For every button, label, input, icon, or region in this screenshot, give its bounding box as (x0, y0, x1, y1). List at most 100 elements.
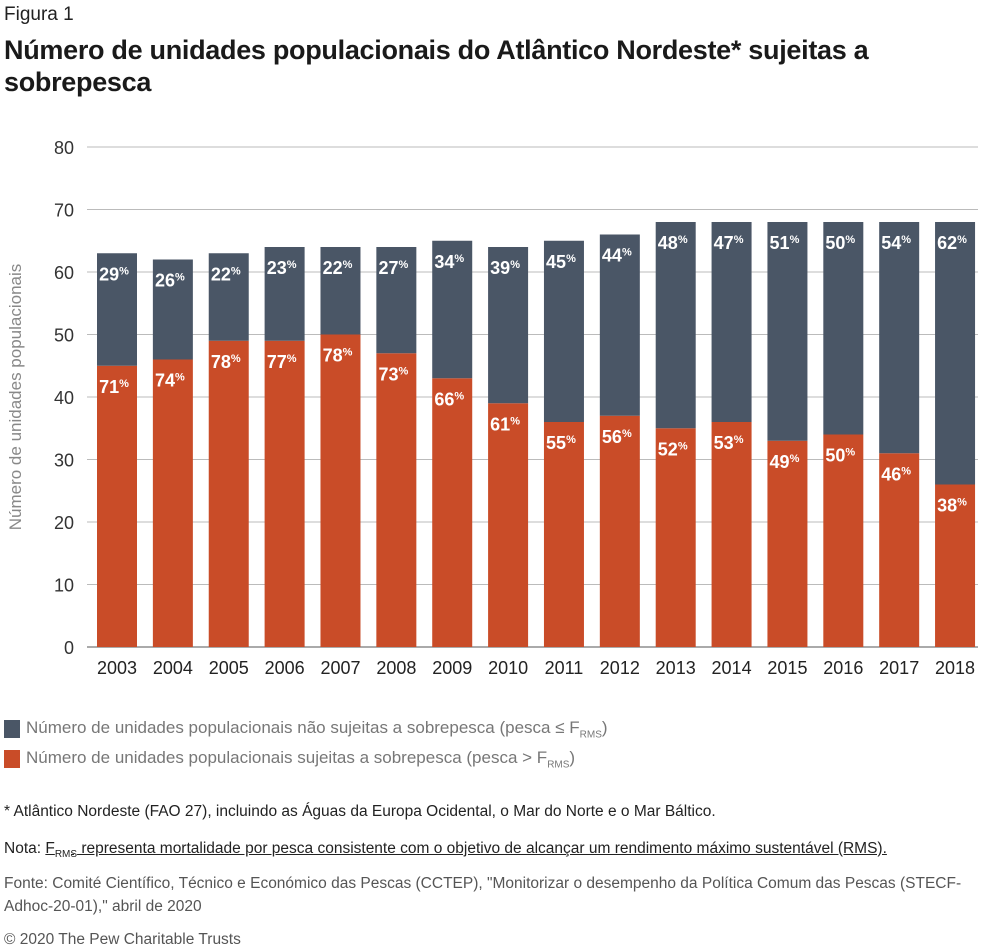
y-tick-label: 70 (54, 201, 74, 221)
bar-percent-label: 26% (155, 271, 185, 291)
bar-overfished (767, 440, 808, 647)
y-tick-label: 20 (54, 513, 74, 533)
bar-percent-label: 47% (714, 233, 744, 253)
legend-item-overfished: Número de unidades populacionais sujeita… (4, 748, 575, 770)
bar-not-overfished (152, 259, 193, 360)
bar-percent-label: 50% (825, 233, 855, 253)
bar-not-overfished (655, 222, 696, 429)
bar-percent-label: 39% (490, 258, 520, 278)
legend-swatch-orange (4, 750, 20, 769)
bar-not-overfished (264, 247, 305, 341)
legend-label: Número de unidades populacionais não suj… (26, 718, 608, 741)
x-tick-label: 2012 (600, 658, 640, 678)
bar-not-overfished (767, 222, 808, 441)
y-tick-label: 50 (54, 326, 74, 346)
bar-percent-label: 38% (937, 496, 967, 516)
x-tick-label: 2006 (265, 658, 305, 678)
bar-not-overfished (376, 247, 417, 354)
bar-not-overfished (935, 222, 976, 485)
bar-not-overfished (432, 240, 473, 379)
source: Fonte: Comité Científico, Técnico e Econ… (4, 875, 962, 915)
bar-percent-label: 66% (434, 389, 464, 409)
bar-overfished (97, 365, 137, 647)
bar-percent-label: 45% (546, 252, 576, 272)
bar-percent-label: 78% (323, 346, 353, 366)
bar-overfished (264, 340, 305, 647)
footnote: * Atlântico Nordeste (FAO 27), incluindo… (4, 803, 716, 820)
bar-overfished (711, 422, 752, 647)
bar-percent-label: 78% (211, 352, 241, 372)
copyright: © 2020 The Pew Charitable Trusts (4, 931, 241, 948)
bar-percent-label: 46% (881, 464, 911, 484)
bar-not-overfished (711, 222, 752, 422)
bar-overfished (823, 434, 864, 647)
bar-overfished (879, 453, 920, 647)
y-tick-label: 40 (54, 388, 74, 408)
x-tick-label: 2010 (488, 658, 528, 678)
bar-overfished (543, 422, 584, 647)
bar-not-overfished (208, 253, 249, 341)
x-tick-label: 2014 (712, 658, 752, 678)
bar-percent-label: 77% (267, 352, 297, 372)
bar-overfished (935, 484, 976, 647)
bar-not-overfished (320, 247, 361, 335)
bar-percent-label: 22% (211, 264, 241, 284)
bar-percent-label: 23% (267, 258, 297, 278)
bar-chart: 0 10 20 30 40 50 60 70 80 Número de unidades popu… (6, 138, 978, 678)
x-tick-label: 2009 (432, 658, 472, 678)
x-tick-label: 2013 (656, 658, 696, 678)
bar-percent-label: 62% (937, 233, 967, 253)
bar-overfished (488, 403, 529, 647)
x-tick-label: 2016 (823, 658, 863, 678)
bar-overfished (599, 415, 640, 647)
y-tick-label: 60 (54, 263, 74, 283)
y-tick-label: 0 (64, 638, 74, 658)
figure-label: Figura 1 (4, 4, 74, 25)
bar-percent-label: 74% (155, 371, 185, 391)
x-tick-label: 2011 (545, 658, 584, 678)
bar-overfished (152, 359, 193, 647)
bar-percent-label: 50% (825, 446, 855, 466)
bar-overfished (320, 334, 361, 647)
x-tick-label: 2008 (376, 658, 416, 678)
bar-percent-label: 56% (602, 427, 632, 447)
bar-overfished (655, 428, 696, 647)
nota: Nota: FRMS representa mortalidade por pe… (4, 840, 887, 861)
x-tick-label: 2018 (935, 658, 975, 678)
bar-not-overfished (543, 240, 584, 422)
legend-label: Número de unidades populacionais sujeita… (26, 748, 576, 771)
bar-percent-label: 73% (378, 364, 408, 384)
bar-percent-label: 22% (323, 258, 353, 278)
bar-overfished (376, 353, 417, 647)
bar-percent-label: 48% (658, 233, 688, 253)
x-tick-label: 2005 (209, 658, 249, 678)
x-tick-label: 2004 (153, 658, 193, 678)
x-tick-label: 2017 (879, 658, 919, 678)
bar-percent-label: 27% (378, 258, 408, 278)
bar-not-overfished (823, 222, 864, 435)
bar-percent-label: 71% (99, 377, 129, 397)
bar-percent-label: 52% (658, 439, 688, 459)
bar-percent-label: 54% (881, 233, 911, 253)
x-tick-label: 2003 (97, 658, 137, 678)
bar-not-overfished (488, 247, 529, 404)
bar-not-overfished (879, 222, 920, 454)
y-tick-label: 10 (54, 576, 74, 596)
x-tick-label: 2007 (320, 658, 360, 678)
legend-swatch-grey (4, 720, 20, 739)
y-tick-label: 30 (54, 451, 74, 471)
bar-percent-label: 29% (99, 264, 129, 284)
bar-percent-label: 44% (602, 246, 632, 266)
bar-percent-label: 53% (714, 433, 744, 453)
bar-overfished (208, 340, 249, 647)
bar-percent-label: 61% (490, 414, 520, 434)
bar-percent-label: 51% (770, 233, 800, 253)
y-tick-label: 80 (54, 138, 74, 158)
bar-not-overfished (97, 253, 137, 366)
bar-overfished (432, 378, 473, 647)
bar-not-overfished (599, 234, 640, 416)
legend-item-not-overfished: Número de unidades populacionais não suj… (4, 718, 608, 740)
chart-title: Número de unidades populacionais do Atlâ… (4, 35, 869, 97)
bar-percent-label: 49% (770, 452, 800, 472)
bar-percent-label: 55% (546, 433, 576, 453)
